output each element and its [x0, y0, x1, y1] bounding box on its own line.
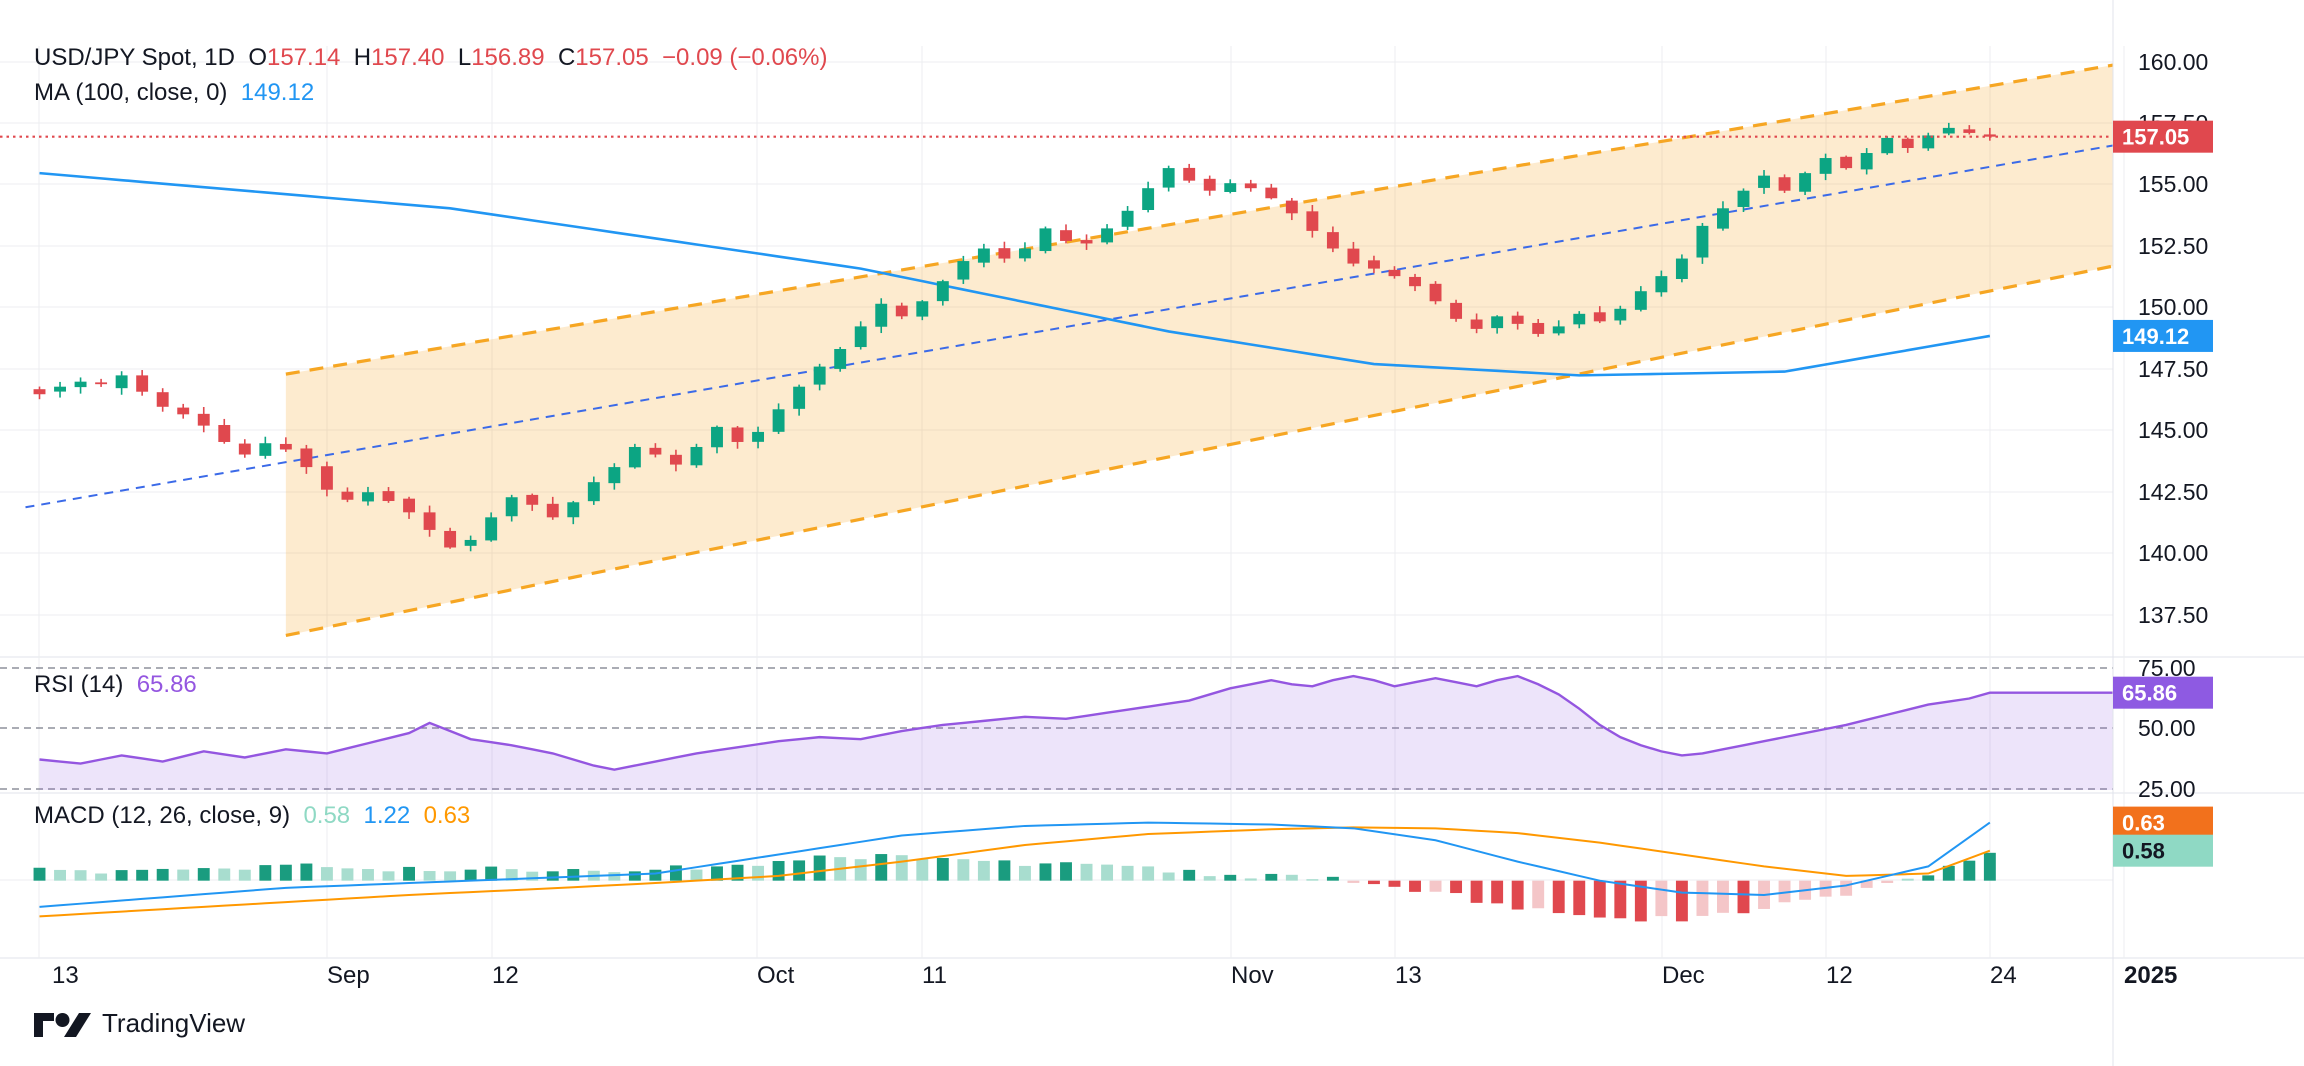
svg-text:13: 13 — [1395, 962, 1422, 989]
svg-text:MA (100, close, 0) 149.12: MA (100, close, 0) 149.12 — [34, 79, 314, 106]
svg-text:USD/JPY Spot, 1D O157.14 H15: USD/JPY Spot, 1D O157.14 H157.40 L156.89… — [34, 44, 827, 71]
svg-text:142.50: 142.50 — [2138, 479, 2208, 505]
svg-text:147.50: 147.50 — [2138, 356, 2208, 382]
svg-text:65.86: 65.86 — [2122, 681, 2177, 706]
svg-text:0.58: 0.58 — [2122, 839, 2165, 864]
svg-text:12: 12 — [492, 962, 519, 989]
svg-text:MACD (12, 26, close, 9) 0.58: MACD (12, 26, close, 9) 0.58 1.22 0.63 — [34, 802, 470, 829]
svg-text:157.05: 157.05 — [2122, 125, 2189, 150]
svg-text:152.50: 152.50 — [2138, 233, 2208, 259]
svg-text:137.50: 137.50 — [2138, 602, 2208, 628]
svg-text:TradingView: TradingView — [102, 1008, 245, 1038]
svg-text:24: 24 — [1990, 962, 2017, 989]
svg-text:149.12: 149.12 — [2122, 324, 2189, 349]
svg-text:140.00: 140.00 — [2138, 540, 2208, 566]
svg-text:RSI (14) 65.86: RSI (14) 65.86 — [34, 671, 197, 698]
svg-text:0.63: 0.63 — [2122, 811, 2165, 836]
svg-text:13: 13 — [52, 962, 79, 989]
svg-text:Sep: Sep — [327, 962, 370, 989]
svg-text:155.00: 155.00 — [2138, 171, 2208, 197]
svg-text:150.00: 150.00 — [2138, 294, 2208, 320]
svg-text:Dec: Dec — [1662, 962, 1705, 989]
svg-text:Nov: Nov — [1231, 962, 1274, 989]
svg-text:2025: 2025 — [2124, 962, 2177, 989]
svg-text:50.00: 50.00 — [2138, 715, 2196, 741]
svg-text:12: 12 — [1826, 962, 1853, 989]
svg-text:Oct: Oct — [757, 962, 795, 989]
svg-text:25.00: 25.00 — [2138, 776, 2196, 802]
svg-text:160.00: 160.00 — [2138, 49, 2208, 75]
svg-text:11: 11 — [922, 962, 947, 989]
svg-text:145.00: 145.00 — [2138, 417, 2208, 443]
